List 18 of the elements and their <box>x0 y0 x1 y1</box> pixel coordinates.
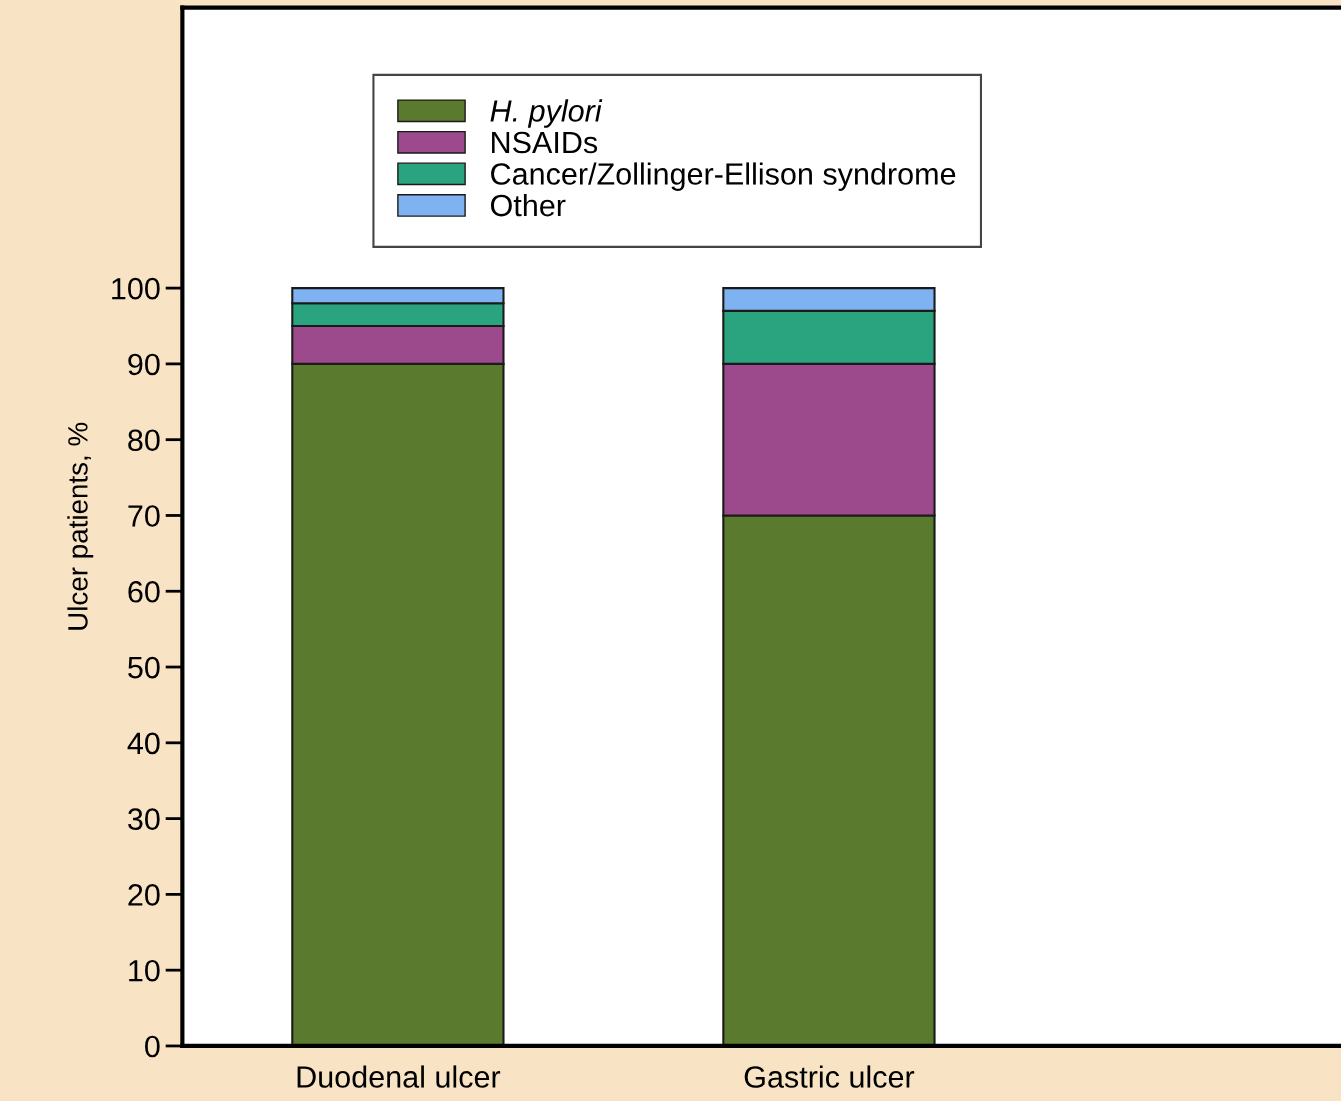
x-tick-label: Gastric ulcer <box>744 1065 915 1088</box>
x-tick-label: Duodenal ulcer <box>297 1065 501 1088</box>
y-tick-label: 60 <box>128 580 160 603</box>
y-tick-label: 40 <box>127 732 160 755</box>
y-tick-label: 20 <box>128 884 160 906</box>
legend-label: Other <box>491 193 566 217</box>
y-tick-label: 0 <box>145 1035 160 1058</box>
y-tick-label: 30 <box>128 808 160 830</box>
legend-label: H. pylori <box>490 99 603 128</box>
y-tick-label: 10 <box>129 959 160 982</box>
legend-label: Cancer/Zollinger-Ellison syndrome <box>491 162 956 191</box>
y-tick-label: 70 <box>128 505 160 527</box>
y-tick-label: 90 <box>128 353 160 376</box>
legend-label: NSAIDs <box>492 131 598 154</box>
y-tick-label: 80 <box>128 429 160 452</box>
y-tick-label: 100 <box>112 277 160 300</box>
y-axis-title: Ulcer patients, % <box>67 422 94 630</box>
y-tick-label: 50 <box>128 656 160 679</box>
